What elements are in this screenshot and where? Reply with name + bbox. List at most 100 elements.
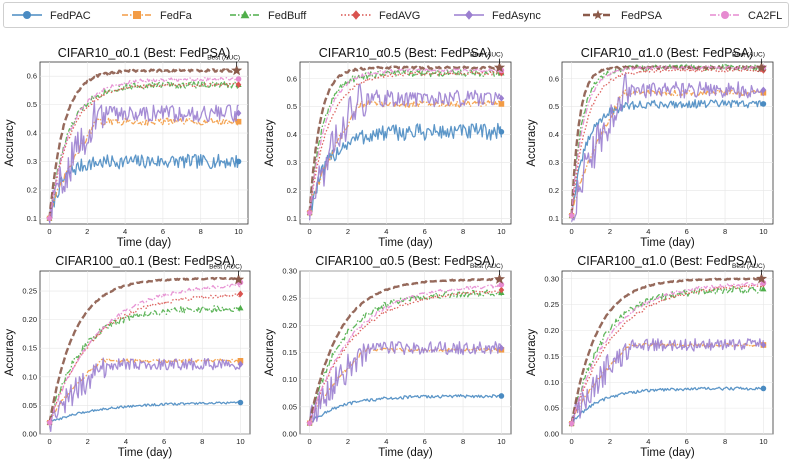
y-tick-label: 0.20	[282, 321, 297, 330]
chart-title: CIFAR10_α0.1 (Best: FedPSA)	[58, 46, 231, 60]
legend-marker-circle-icon	[721, 11, 729, 19]
series-marker-start	[46, 419, 53, 426]
x-tick-label: 0	[47, 437, 51, 446]
x-tick-label: 0	[308, 437, 312, 446]
series-marker-end	[498, 94, 505, 102]
legend-entry-ca2fl: CA2FL	[710, 10, 782, 22]
legend-entry-fedpsa: FedPSA	[583, 9, 663, 22]
chart-6: 0.00 0.05 0.10 0.15 0.20 0.25 0.30 0 2 4 6 8 10 CIFAR…	[526, 254, 774, 459]
legend-marker-circle-icon	[23, 11, 31, 19]
series-line-fedpac	[48, 153, 240, 223]
legend-marker-star-icon	[593, 9, 603, 20]
legend-label: FedBuff	[268, 10, 307, 22]
series-line-fedasync	[48, 357, 242, 432]
y-tick-label: 0.4	[287, 130, 297, 139]
legend-entry-fedavg: FedAVG	[341, 10, 420, 22]
legend-svg: FedPAC FedFa FedBuff FedAVG FedAsync FedPSA CA…	[12, 9, 782, 22]
x-tick-label: 10	[234, 227, 242, 236]
chart-1: 0.1 0.2 0.3 0.4 0.5 0.6 0 2 4 6 8 10 CIFAR10_α0.1 (B…	[4, 46, 249, 249]
x-tick-label: 2	[608, 227, 612, 236]
series-line-fedbuff	[308, 289, 503, 424]
y-tick-label: 0.5	[27, 100, 37, 109]
y-tick-label: 0.4	[549, 130, 559, 139]
y-tick-label: 0.10	[22, 372, 37, 381]
series-line-fedpac	[308, 122, 503, 217]
series-line-ca2fl	[48, 76, 240, 220]
plot-area	[39, 270, 251, 435]
y-tick-label: 0.1	[287, 214, 297, 223]
x-tick-label: 4	[384, 227, 388, 236]
x-axis-label: Time (day)	[640, 237, 695, 249]
x-tick-label: 4	[384, 437, 388, 446]
best-star-icon	[231, 64, 243, 76]
series-line-fedfa	[48, 117, 240, 221]
best-annotation: Best (AUC)	[207, 55, 240, 62]
best-star-icon	[493, 273, 506, 284]
y-tick-label: 0.30	[544, 274, 559, 283]
series-marker-end	[235, 158, 242, 165]
x-tick-label: 6	[685, 437, 689, 446]
y-axis-label: Accuracy	[264, 119, 276, 167]
series-line-fedpac	[570, 99, 764, 218]
series-group	[568, 277, 767, 427]
x-axis-label: Time (day)	[117, 237, 172, 249]
series-line-fedavg	[308, 289, 502, 424]
y-tick-label: 0.5	[549, 102, 559, 111]
series-line-fedasync	[570, 338, 765, 426]
series-marker-end	[237, 399, 244, 406]
series-marker-end	[760, 285, 767, 292]
y-tick-label: 0.4	[27, 129, 37, 138]
y-tick-label: 0.20	[22, 315, 37, 324]
legend-marker-triangle-icon	[240, 10, 250, 19]
series-marker-start	[568, 421, 575, 427]
x-tick-label: 8	[723, 437, 727, 446]
x-tick-label: 6	[423, 227, 427, 236]
x-tick-label: 10	[497, 227, 505, 236]
chart-2: 0.1 0.2 0.3 0.4 0.5 0.6 0 2 4 6 8 10 CIFAR10_α0.5 (B…	[264, 46, 512, 249]
y-tick-label: 0.00	[22, 430, 37, 439]
y-tick-label: 0.25	[544, 300, 559, 309]
series-line-ca2fl	[308, 284, 502, 424]
x-tick-label: 8	[461, 437, 465, 446]
series-line-fedpac	[309, 393, 502, 425]
y-tick-label: 0.1	[27, 214, 37, 223]
series-marker-end	[237, 290, 244, 298]
series-line-fedpac	[49, 401, 241, 424]
y-axis-label: Accuracy	[4, 119, 16, 167]
series-line-fedavg	[570, 68, 764, 217]
x-tick-label: 10	[759, 437, 767, 446]
series-marker-start	[568, 213, 575, 219]
y-tick-label: 0.15	[282, 348, 297, 357]
x-tick-label: 6	[162, 437, 166, 446]
legend-label: FedAsync	[492, 10, 541, 22]
chart-3: 0.1 0.2 0.3 0.4 0.5 0.6 0 2 4 6 8 10 CIFAR10_α1.0 (B…	[526, 46, 774, 249]
plot-area	[39, 61, 249, 225]
y-tick-label: 0.10	[282, 375, 297, 384]
y-axis-label: Accuracy	[264, 329, 276, 377]
series-line-fedasync	[570, 73, 765, 222]
best-annotation: Best (AUC)	[732, 52, 765, 59]
series-marker-start	[46, 215, 53, 221]
x-tick-label: 0	[570, 437, 574, 446]
best-star-icon	[755, 272, 768, 284]
x-tick-label: 2	[346, 227, 350, 236]
y-tick-label: 0.2	[287, 186, 297, 195]
series-marker-end	[235, 76, 242, 82]
chart-title: CIFAR10_α1.0 (Best: FedPSA)	[581, 46, 754, 60]
series-line-fedbuff	[48, 304, 242, 424]
best-annotation: Best (AUC)	[470, 263, 503, 270]
x-tick-label: 0	[308, 227, 312, 236]
series-marker-end	[237, 357, 244, 364]
legend-label: FedPSA	[621, 10, 663, 22]
series-line-fedfa	[48, 358, 241, 424]
x-tick-label: 8	[200, 437, 204, 446]
best-annotation: Best (AUC)	[209, 264, 242, 271]
x-tick-label: 0	[47, 227, 51, 236]
series-marker-end	[237, 360, 244, 368]
legend-entry-fedbuff: FedBuff	[230, 10, 307, 22]
y-tick-label: 0.25	[22, 287, 37, 296]
best-annotation: Best (AUC)	[470, 52, 503, 59]
x-tick-label: 6	[161, 227, 165, 236]
series-line-fedpsa	[308, 65, 502, 214]
y-tick-label: 0.30	[282, 267, 297, 276]
